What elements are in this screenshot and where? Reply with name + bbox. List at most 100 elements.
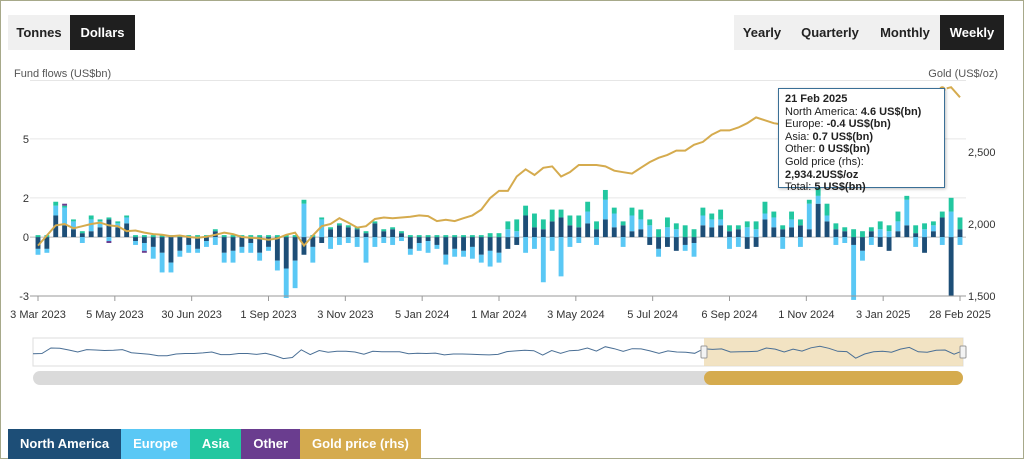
bar-asia: [230, 235, 236, 238]
bar-asia: [700, 207, 706, 216]
bar-asia: [602, 189, 608, 200]
bar-asia: [948, 197, 954, 212]
bar-north-america: [71, 229, 76, 238]
bar-asia: [53, 201, 59, 206]
bar-north-america: [611, 227, 617, 238]
bar-asia: [407, 235, 413, 238]
bar-asia: [363, 231, 369, 234]
bar-asia: [620, 221, 626, 226]
y-axis-title-right: Gold (US$/oz): [928, 68, 998, 80]
bar-asia: [789, 211, 794, 220]
bar-europe: [718, 219, 724, 226]
bar-asia: [159, 235, 165, 238]
x-tick-label: 6 Sep 2024: [701, 309, 757, 321]
bar-north-america: [221, 237, 227, 253]
bar-europe: [913, 237, 919, 247]
x-tick-label: 3 May 2024: [547, 309, 604, 321]
weekly-button[interactable]: Weekly: [940, 15, 1004, 50]
bar-europe: [141, 242, 147, 251]
bar-europe: [79, 237, 85, 243]
bar-europe: [930, 225, 936, 232]
bar-europe: [638, 219, 644, 230]
bar-europe: [266, 246, 271, 251]
navigator-handle-left[interactable]: [700, 345, 708, 359]
bar-europe: [399, 237, 404, 242]
tooltip-total-value: 5 US$(bn): [814, 181, 866, 194]
bar-europe: [283, 268, 289, 298]
bar-asia: [532, 213, 537, 228]
y-tick-label: 2: [23, 193, 29, 205]
bar-north-america: [567, 225, 573, 238]
bar-asia: [877, 221, 883, 230]
bar-europe: [833, 237, 839, 245]
bar-asia: [682, 225, 688, 238]
bar-europe: [691, 242, 697, 257]
y2-tick-label: 1,500: [968, 291, 996, 303]
bar-europe: [957, 237, 963, 245]
tonnes-toggle-button[interactable]: Tonnes: [8, 15, 70, 50]
bar-asia: [487, 233, 493, 238]
legend-asia[interactable]: Asia: [189, 429, 242, 459]
bar-europe: [434, 244, 440, 249]
scrollbar-thumb[interactable]: [704, 371, 963, 385]
bar-asia: [301, 199, 307, 204]
bar-europe: [221, 252, 227, 263]
bar-north-america: [629, 231, 635, 238]
bar-asia: [860, 231, 865, 238]
legend-europe[interactable]: Europe: [121, 429, 190, 459]
bar-europe: [257, 252, 263, 261]
bar-asia: [345, 225, 351, 228]
legend-gold-price[interactable]: Gold price (rhs): [300, 429, 421, 459]
tooltip-asia-value: 0.7 US$(bn): [812, 130, 874, 143]
bar-asia: [771, 211, 777, 218]
bar-north-america: [452, 237, 458, 249]
bar-europe: [133, 241, 138, 245]
tooltip-north-america-value: 4.6 US$(bn): [860, 105, 922, 118]
quarterly-button[interactable]: Quarterly: [790, 15, 870, 50]
bar-europe: [673, 229, 679, 238]
bar-europe: [443, 254, 449, 265]
bar-europe: [886, 231, 892, 238]
bar-asia: [469, 235, 475, 238]
bar-north-america: [62, 225, 68, 238]
bar-asia: [133, 235, 138, 238]
bar-europe: [860, 250, 865, 261]
tooltip-north-america-label: North America:: [785, 105, 861, 118]
bar-north-america: [797, 225, 803, 238]
bar-europe: [744, 227, 750, 238]
x-tick-label: 3 Jan 2025: [856, 309, 910, 321]
bar-north-america: [585, 223, 591, 238]
bar-europe: [452, 248, 458, 257]
bar-north-america: [602, 219, 608, 238]
bar-asia: [567, 215, 573, 226]
navigator-handle-right[interactable]: [959, 345, 967, 359]
bar-north-america: [895, 231, 901, 238]
bar-asia: [319, 217, 325, 220]
bar-asia: [97, 219, 103, 222]
yearly-button[interactable]: Yearly: [734, 15, 790, 50]
bar-europe: [407, 248, 413, 255]
bar-europe: [709, 219, 715, 228]
bar-europe: [177, 250, 183, 257]
bar-europe: [159, 252, 165, 273]
bar-asia: [576, 215, 582, 228]
bar-north-america: [647, 237, 653, 245]
monthly-button[interactable]: Monthly: [870, 15, 940, 50]
bar-north-america: [922, 237, 927, 253]
bar-europe: [523, 237, 529, 253]
bar-north-america: [549, 221, 555, 238]
bar-asia: [221, 235, 227, 238]
bar-europe: [319, 219, 325, 238]
bar-north-america: [780, 229, 786, 238]
bar-europe: [239, 246, 245, 253]
bar-north-america: [434, 237, 440, 245]
bar-asia: [656, 229, 662, 238]
bar-europe: [540, 237, 546, 283]
legend-north-america[interactable]: North America: [8, 429, 122, 459]
bar-north-america: [700, 225, 706, 238]
bar-asia: [115, 221, 121, 224]
legend-other[interactable]: Other: [241, 429, 301, 459]
bar-europe: [629, 215, 635, 232]
dollars-toggle-button[interactable]: Dollars: [70, 15, 135, 50]
bar-europe: [939, 237, 945, 245]
